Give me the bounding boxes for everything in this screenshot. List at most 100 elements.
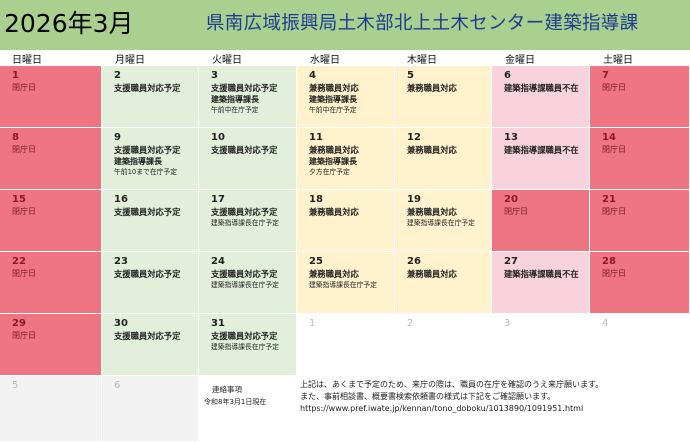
day-cell-sat: 14 閉庁日 xyxy=(590,128,690,190)
day-number: 29 xyxy=(12,318,26,329)
day-number: 23 xyxy=(114,256,128,267)
notes-box: 連絡事項 令和8年3月1日現在 上記は、あくまで予定のため、来庁の際は、職員の在… xyxy=(200,376,690,442)
day-note: 閉庁日 xyxy=(12,331,36,340)
notes-text: 上記は、あくまで予定のため、来庁の際は、職員の在庁を確認のうえ来庁願います。 ま… xyxy=(300,379,603,415)
day-number: 2 xyxy=(407,318,414,329)
day-note: 閉庁日 xyxy=(602,83,626,92)
day-note: 建築指導課長在庁予定 xyxy=(211,281,279,289)
day-note: 兼務職員対応 xyxy=(407,145,457,155)
day-cell-wed: 4 兼務職員対応 建築指導課長 午前中在庁予定 xyxy=(297,66,395,128)
day-number: 14 xyxy=(602,132,616,143)
day-number: 3 xyxy=(211,70,218,81)
day-note: 午前中在庁予定 xyxy=(211,106,259,114)
day-number: 15 xyxy=(12,194,26,205)
day-number: 25 xyxy=(309,256,323,267)
day-number: 7 xyxy=(602,70,609,81)
day-note: 建築指導課長在庁予定 xyxy=(407,219,475,227)
day-note: 支援職員対応予定 xyxy=(211,145,278,155)
day-note: 建築指導課職員不在 xyxy=(504,145,579,155)
day-cell-sat: 4 xyxy=(590,314,690,376)
day-number: 19 xyxy=(407,194,421,205)
day-cell-sat: 28 閉庁日 xyxy=(590,252,690,314)
day-cell-fri: 27 建築指導課職員不在 xyxy=(492,252,590,314)
day-note: 閉庁日 xyxy=(602,207,626,216)
day-note: 閉庁日 xyxy=(12,269,36,278)
day-number: 1 xyxy=(12,70,19,81)
day-note: 兼務職員対応 xyxy=(309,269,359,279)
day-cell-tue: 24 支援職員対応予定 建築指導課長在庁予定 xyxy=(199,252,297,314)
day-note: 支援職員対応予定 xyxy=(211,331,278,341)
day-note: 兼務職員対応 xyxy=(309,83,359,93)
weekday-tue: 火曜日 xyxy=(212,55,242,66)
day-note: 建築指導課長 xyxy=(211,95,259,104)
day-number: 6 xyxy=(114,380,121,391)
day-number: 2 xyxy=(114,70,121,81)
day-cell-sat: 21 閉庁日 xyxy=(590,190,690,252)
day-note: 閉庁日 xyxy=(12,83,36,92)
day-number: 16 xyxy=(114,194,128,205)
day-note: 建築指導課職員不在 xyxy=(504,83,579,93)
weekday-header-row: 日曜日 月曜日 火曜日 水曜日 木曜日 金曜日 土曜日 xyxy=(0,50,690,66)
day-note: 建築指導課長 xyxy=(309,95,357,104)
day-cell-tue: 17 支援職員対応予定 建築指導課長在庁予定 xyxy=(199,190,297,252)
day-cell-sun: 29 閉庁日 xyxy=(0,314,102,376)
day-cell-sun: 1 閉庁日 xyxy=(0,66,102,128)
day-note: 兼務職員対応 xyxy=(407,207,457,217)
day-cell-tue: 10 支援職員対応予定 xyxy=(199,128,297,190)
day-number: 1 xyxy=(309,318,316,329)
day-cell-sun: 5 xyxy=(0,376,102,442)
day-note: 支援職員対応予定 xyxy=(114,83,181,93)
weekday-mon: 月曜日 xyxy=(115,55,145,66)
weekday-sat: 土曜日 xyxy=(603,55,633,66)
day-number: 9 xyxy=(114,132,121,143)
day-note: 閉庁日 xyxy=(12,207,36,216)
weekday-thu: 木曜日 xyxy=(407,55,437,66)
notes-line: また、事前相談書、概要書検索依頼書の様式は下記をご確認願います。 xyxy=(300,392,556,401)
day-note: 閉庁日 xyxy=(12,145,36,154)
day-note: 夕方在庁予定 xyxy=(309,168,350,176)
day-note: 支援職員対応予定 xyxy=(114,269,181,279)
day-cell-mon: 23 支援職員対応予定 xyxy=(102,252,199,314)
day-number: 30 xyxy=(114,318,128,329)
day-cell-fri: 20 閉庁日 xyxy=(492,190,590,252)
day-number: 24 xyxy=(211,256,225,267)
day-cell-sat: 7 閉庁日 xyxy=(590,66,690,128)
day-note: 午前中在庁予定 xyxy=(309,106,357,114)
day-note: 支援職員対応予定 xyxy=(211,83,278,93)
day-cell-tue: 3 支援職員対応予定 建築指導課長 午前中在庁予定 xyxy=(199,66,297,128)
day-note: 建築指導課長在庁予定 xyxy=(309,281,377,289)
day-cell-fri: 6 建築指導課職員不在 xyxy=(492,66,590,128)
calendar-header: 2026年3月 県南広域振興局土木部北上土木センター建築指導課 xyxy=(0,0,690,50)
day-number: 8 xyxy=(12,132,19,143)
day-number: 12 xyxy=(407,132,421,143)
day-note: 兼務職員対応 xyxy=(407,269,457,279)
day-number: 27 xyxy=(504,256,518,267)
calendar-grid: 1 閉庁日 2 支援職員対応予定 3 支援職員対応予定 建築指導課長 午前中在庁予定 4 兼務職員… xyxy=(0,66,690,442)
day-cell-thu: 19 兼務職員対応建築指導課長在庁予定 xyxy=(395,190,492,252)
notes-title: 連絡事項 xyxy=(212,385,242,394)
day-cell-thu: 26 兼務職員対応 xyxy=(395,252,492,314)
day-number: 4 xyxy=(309,70,316,81)
day-note: 建築指導課職員不在 xyxy=(504,269,579,279)
day-note: 建築指導課長 xyxy=(309,157,357,166)
notes-url-link[interactable]: https://www.pref.iwate.jp/kennan/tono_do… xyxy=(300,404,584,413)
day-cell-sun: 15 閉庁日 xyxy=(0,190,102,252)
day-note: 建築指導課長在庁予定 xyxy=(211,219,279,227)
day-number: 28 xyxy=(602,256,616,267)
day-note: 閉庁日 xyxy=(602,269,626,278)
day-number: 18 xyxy=(309,194,323,205)
day-cell-wed: 25 兼務職員対応建築指導課長在庁予定 xyxy=(297,252,395,314)
day-note: 兼務職員対応 xyxy=(407,83,457,93)
day-number: 4 xyxy=(602,318,609,329)
day-cell-mon: 6 xyxy=(102,376,199,442)
day-note: 支援職員対応予定 xyxy=(211,269,278,279)
day-number: 5 xyxy=(12,380,19,391)
day-cell-thu: 12 兼務職員対応 xyxy=(395,128,492,190)
day-cell-mon: 30 支援職員対応予定 xyxy=(102,314,199,376)
day-cell-fri: 3 xyxy=(492,314,590,376)
weekday-wed: 水曜日 xyxy=(310,55,340,66)
day-cell-wed: 1 xyxy=(297,314,395,376)
day-note: 午前10まで在庁予定 xyxy=(114,168,178,176)
month-title: 2026年3月 xyxy=(4,9,134,38)
day-number: 31 xyxy=(211,318,225,329)
